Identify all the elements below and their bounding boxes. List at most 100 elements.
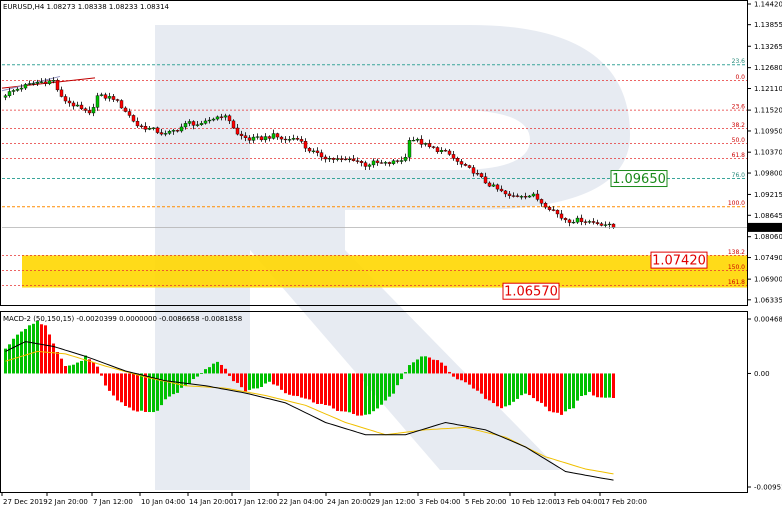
candle-body bbox=[519, 196, 524, 198]
candle-body bbox=[299, 139, 304, 142]
candle-body bbox=[563, 218, 568, 221]
macd-histogram-bar bbox=[472, 373, 475, 389]
macd-histogram-bar bbox=[392, 373, 395, 394]
time-axis-label: 17 Jan 12:00 bbox=[233, 498, 277, 506]
macd-histogram-bar bbox=[336, 373, 339, 411]
macd-histogram-bar bbox=[188, 373, 191, 385]
macd-histogram-bar bbox=[32, 323, 35, 374]
macd-histogram-bar bbox=[256, 373, 259, 389]
candle-body bbox=[375, 160, 380, 163]
macd-histogram-bar bbox=[152, 373, 155, 413]
time-axis-label: 10 Jan 04:00 bbox=[141, 498, 185, 506]
macd-histogram-bar bbox=[372, 373, 375, 412]
candle-body bbox=[303, 141, 308, 149]
candle-body bbox=[267, 136, 272, 139]
fib-level-label: 161.8 bbox=[728, 279, 745, 286]
macd-histogram-bar bbox=[268, 373, 271, 382]
candle-body bbox=[183, 123, 188, 128]
macd-histogram-bar bbox=[148, 373, 151, 413]
macd-axis-label: 0.00 bbox=[754, 370, 770, 378]
candle-body bbox=[423, 143, 428, 145]
macd-histogram-bar bbox=[384, 373, 387, 401]
candle-body bbox=[163, 133, 168, 135]
candle-body bbox=[443, 150, 448, 152]
macd-histogram-bar bbox=[496, 373, 499, 407]
price-axis-label: 1.11520 bbox=[754, 107, 782, 115]
macd-histogram-bar bbox=[592, 373, 595, 396]
macd-histogram-bar bbox=[252, 373, 255, 389]
macd-histogram-bar bbox=[168, 373, 171, 397]
candle-body bbox=[11, 90, 16, 92]
price-axis-label: 1.06900 bbox=[754, 276, 782, 284]
macd-histogram-bar bbox=[580, 373, 583, 396]
price-axis-label: 1.09215 bbox=[754, 191, 782, 199]
macd-histogram-bar bbox=[396, 373, 399, 386]
candle-body bbox=[523, 196, 528, 198]
macd-histogram-bar bbox=[120, 373, 123, 403]
candle-body bbox=[463, 164, 468, 166]
candle-body bbox=[439, 150, 444, 152]
candle-body bbox=[263, 136, 268, 141]
candle-body bbox=[75, 104, 80, 107]
candle-body bbox=[603, 224, 608, 226]
macd-histogram-bar bbox=[488, 373, 491, 401]
candle-body bbox=[91, 107, 96, 114]
candle-body bbox=[215, 116, 220, 120]
macd-histogram-bar bbox=[140, 373, 143, 411]
macd-histogram-bar bbox=[588, 373, 591, 392]
time-axis-label: 5 Feb 20:00 bbox=[465, 498, 506, 506]
macd-histogram-bar bbox=[180, 373, 183, 388]
macd-histogram-bar bbox=[216, 361, 219, 374]
candle-body bbox=[187, 121, 192, 124]
price-axis-label: 1.10950 bbox=[754, 127, 782, 135]
macd-histogram-bar bbox=[368, 373, 371, 415]
candle-body bbox=[479, 173, 484, 177]
candle-body bbox=[447, 150, 452, 155]
macd-histogram-bar bbox=[424, 356, 427, 374]
price-chart-title: EURUSD,H4 1.08273 1.08338 1.08233 1.0831… bbox=[3, 3, 170, 11]
time-axis-label: 13 Feb 04:00 bbox=[556, 498, 602, 506]
macd-histogram-bar bbox=[572, 373, 575, 409]
macd-histogram-bar bbox=[280, 373, 283, 390]
candle-body bbox=[351, 158, 356, 161]
macd-histogram-bar bbox=[492, 373, 495, 404]
candle-body bbox=[595, 222, 600, 224]
macd-histogram-bar bbox=[576, 373, 579, 401]
candle-body bbox=[87, 110, 92, 114]
price-target-label: 1.06570 bbox=[504, 285, 558, 300]
candle-body bbox=[35, 81, 40, 84]
time-axis-label: 27 Dec 2019 bbox=[3, 498, 48, 506]
candle-body bbox=[107, 96, 112, 99]
macd-histogram-bar bbox=[448, 371, 451, 374]
macd-histogram-bar bbox=[432, 359, 435, 374]
macd-histogram-bar bbox=[612, 373, 615, 399]
macd-histogram-bar bbox=[288, 373, 291, 395]
candle-body bbox=[203, 120, 208, 124]
macd-histogram-bar bbox=[8, 344, 11, 374]
macd-histogram-bar bbox=[92, 362, 95, 374]
candle-body bbox=[7, 91, 12, 96]
candle-body bbox=[307, 147, 312, 152]
candle-body bbox=[331, 158, 336, 160]
macd-histogram-bar bbox=[60, 358, 63, 374]
macd-histogram-bar bbox=[284, 373, 287, 394]
candle-body bbox=[139, 125, 144, 127]
candle-body bbox=[211, 118, 216, 121]
candle-body bbox=[279, 136, 284, 140]
macd-histogram-bar bbox=[116, 373, 119, 401]
macd-histogram-bar bbox=[528, 373, 531, 396]
candle-body bbox=[371, 160, 376, 166]
candle-body bbox=[259, 136, 264, 141]
candle-body bbox=[67, 100, 72, 104]
candle-body bbox=[247, 137, 252, 141]
candle-body bbox=[567, 219, 572, 223]
macd-histogram-bar bbox=[36, 320, 39, 374]
candle-body bbox=[503, 190, 508, 195]
candle-body bbox=[491, 184, 496, 187]
macd-histogram-bar bbox=[520, 373, 523, 396]
macd-main-line bbox=[5, 341, 614, 481]
target-zone bbox=[22, 255, 747, 288]
candle-body bbox=[399, 160, 404, 162]
macd-histogram-bar bbox=[524, 373, 527, 394]
candle-body bbox=[15, 88, 20, 91]
